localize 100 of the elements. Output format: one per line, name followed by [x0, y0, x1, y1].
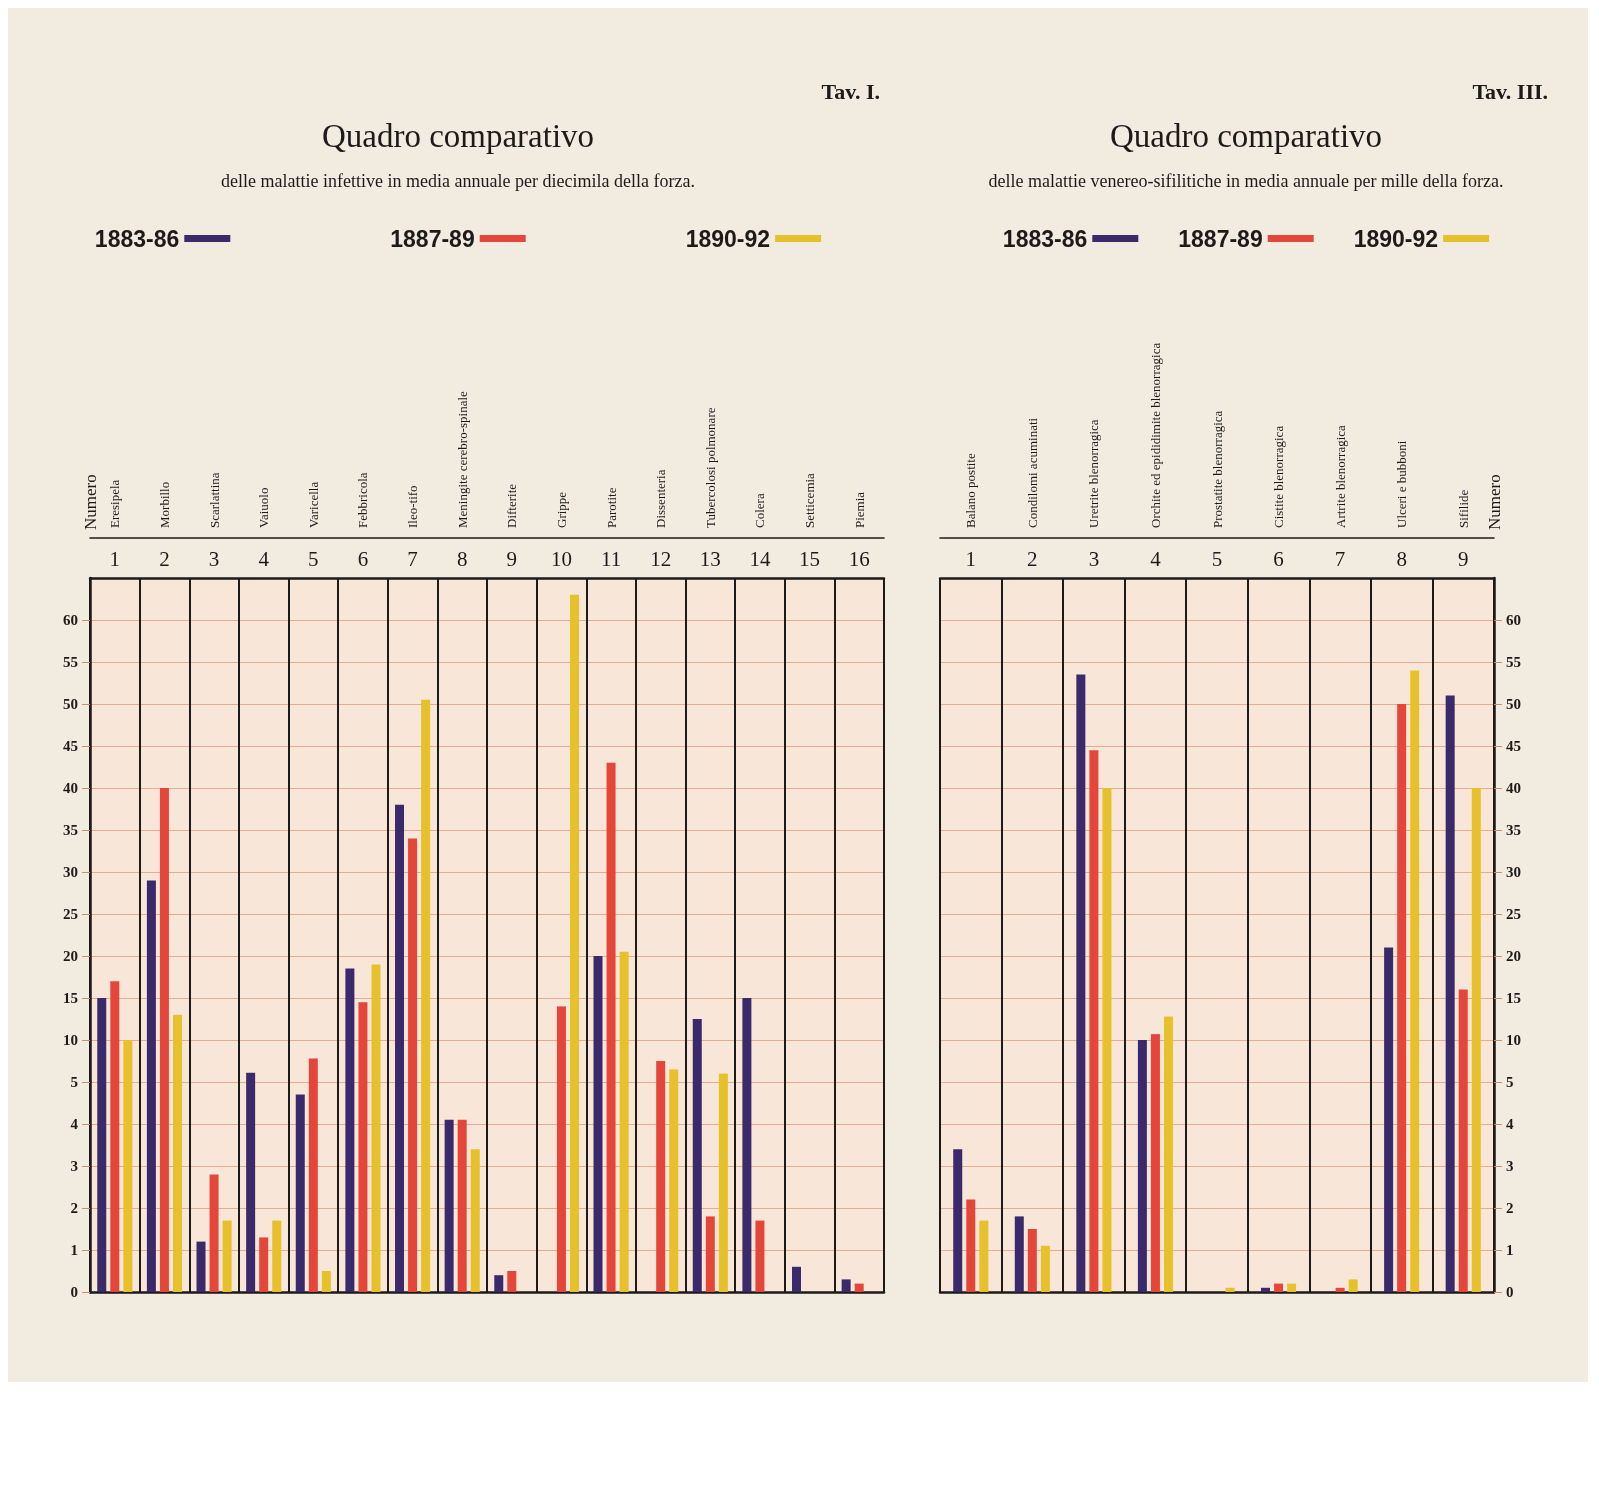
x-tick-label: Vaiuolo — [256, 487, 272, 528]
bar — [755, 1220, 765, 1292]
x2-tick-label: 5 — [1211, 546, 1223, 571]
y2-tick-label: 45 — [1506, 738, 1521, 754]
chart-title: Quadro comparativo — [1109, 117, 1383, 154]
x-tick-label: Cistite blenorragica — [1271, 425, 1287, 528]
chart-subtitle: delle malattie venereo-sifilitiche in media annuale per mille della forza. — [988, 171, 1504, 191]
y-tick-label: 25 — [63, 906, 78, 922]
y-tick-label: 20 — [63, 948, 78, 964]
x-tick-label: Setticemia — [802, 472, 818, 528]
x2-tick-label: 9 — [1457, 546, 1469, 571]
y-axis-title: Numero — [80, 474, 100, 530]
x2-tick-label: 2 — [1027, 546, 1038, 571]
bar — [209, 1174, 219, 1292]
y2-tick-label: 25 — [1506, 906, 1521, 922]
x2-tick-label: 8 — [456, 546, 468, 571]
legend-label: 1887-89 — [390, 225, 475, 252]
bar — [854, 1283, 864, 1292]
y2-tick-label: 35 — [1506, 822, 1521, 838]
x-tick-label: Varicella — [305, 481, 321, 528]
legend-label: 1883-86 — [94, 225, 180, 252]
bar — [1261, 1287, 1271, 1292]
x2-tick-label: 3 — [1088, 546, 1100, 571]
x2-tick-label: 13 — [699, 546, 721, 571]
bar — [1335, 1287, 1345, 1292]
x-tick-label: Orchite ed epididimite blenorragica — [1147, 342, 1163, 528]
y2-tick-label: 10 — [1506, 1032, 1521, 1048]
y2-tick-label: 15 — [1506, 990, 1521, 1006]
y-tick-label: 1 — [70, 1242, 78, 1258]
x-tick-label: Uretrite blenorragica — [1086, 419, 1102, 528]
y-tick-label: 15 — [63, 990, 78, 1006]
x2-tick-label: 3 — [208, 546, 220, 571]
x-tick-label: Artrite blenorragica — [1332, 424, 1348, 528]
legend-label: 1887-89 — [1178, 225, 1263, 252]
y2-tick-label: 20 — [1506, 948, 1521, 964]
bar — [470, 1149, 480, 1292]
bar — [1348, 1279, 1358, 1292]
x-tick-label: Parotite — [603, 487, 619, 528]
y-tick-label: 45 — [63, 738, 78, 754]
bar — [494, 1275, 504, 1292]
bar — [841, 1279, 851, 1292]
bar — [321, 1271, 331, 1292]
y-tick-label: 3 — [70, 1158, 78, 1174]
legend-label: 1883-86 — [1002, 225, 1088, 252]
x-tick-label: Dissenteria — [653, 469, 669, 528]
legend-label: 1890-92 — [1353, 225, 1439, 252]
x-tick-label: Colera — [752, 493, 768, 528]
x2-tick-label: 12 — [650, 546, 672, 571]
bar — [1040, 1245, 1050, 1292]
x-tick-label: Piemia — [851, 491, 867, 528]
x-tick-label: Scarlattina — [206, 472, 222, 528]
bar — [1014, 1216, 1024, 1292]
y-tick-label: 0 — [70, 1284, 78, 1300]
y2-tick-label: 60 — [1506, 612, 1521, 628]
x2-tick-label: 4 — [258, 546, 270, 571]
y-tick-label: 10 — [63, 1032, 78, 1048]
x2-tick-label: 8 — [1396, 546, 1407, 571]
y2-tick-label: 3 — [1506, 1158, 1514, 1174]
x2-tick-label: 4 — [1150, 546, 1162, 571]
bar — [295, 1094, 305, 1292]
bar — [444, 1119, 454, 1292]
bar — [272, 1220, 282, 1292]
y-tick-label: 5 — [70, 1074, 78, 1090]
x-tick-label: Condilomi acuminati — [1024, 417, 1040, 528]
chart-title: Quadro comparativo — [321, 117, 595, 154]
y2-tick-label: 4 — [1506, 1116, 1514, 1132]
x2-tick-label: 15 — [799, 546, 821, 571]
y2-tick-label: 5 — [1506, 1074, 1514, 1090]
x2-tick-label: 16 — [848, 546, 870, 571]
y-tick-label: 55 — [63, 654, 78, 670]
text: Tav. I. — [821, 78, 881, 104]
bar — [1027, 1229, 1037, 1292]
y2-tick-label: 0 — [1506, 1284, 1514, 1300]
x2-tick-label: 7 — [407, 546, 418, 571]
x-tick-label: Difterite — [504, 483, 520, 528]
x2-tick-label: 14 — [749, 546, 771, 571]
x-tick-label: Sifilide — [1455, 489, 1471, 528]
x2-tick-label: 1 — [965, 546, 977, 571]
y-tick-label: 60 — [63, 612, 78, 628]
y2-tick-label: 50 — [1506, 696, 1521, 712]
x-tick-label: Ileo-tifo — [405, 485, 421, 528]
bar — [966, 1199, 976, 1292]
bar — [259, 1237, 269, 1292]
y-tick-label: 40 — [63, 780, 78, 796]
x-tick-label: Meningite cerebro-spinale — [454, 390, 470, 528]
y-tick-label: 35 — [63, 822, 78, 838]
x-tick-label: Balano postite — [963, 453, 979, 528]
x2-tick-label: 6 — [1273, 546, 1284, 571]
bar — [1274, 1283, 1284, 1292]
y2-tick-label: 40 — [1506, 780, 1521, 796]
x-tick-label: Grippe — [553, 491, 569, 528]
chart-subtitle: delle malattie infettive in media annuale per diecimila della forza. — [221, 171, 695, 191]
y-tick-label: 2 — [70, 1200, 78, 1216]
x2-tick-label: 6 — [357, 546, 369, 571]
bar — [1225, 1287, 1235, 1292]
bar — [953, 1149, 963, 1292]
bar — [222, 1220, 232, 1292]
bar — [507, 1271, 517, 1292]
y-tick-label: 4 — [70, 1116, 79, 1132]
y2-tick-label: 55 — [1506, 654, 1521, 670]
